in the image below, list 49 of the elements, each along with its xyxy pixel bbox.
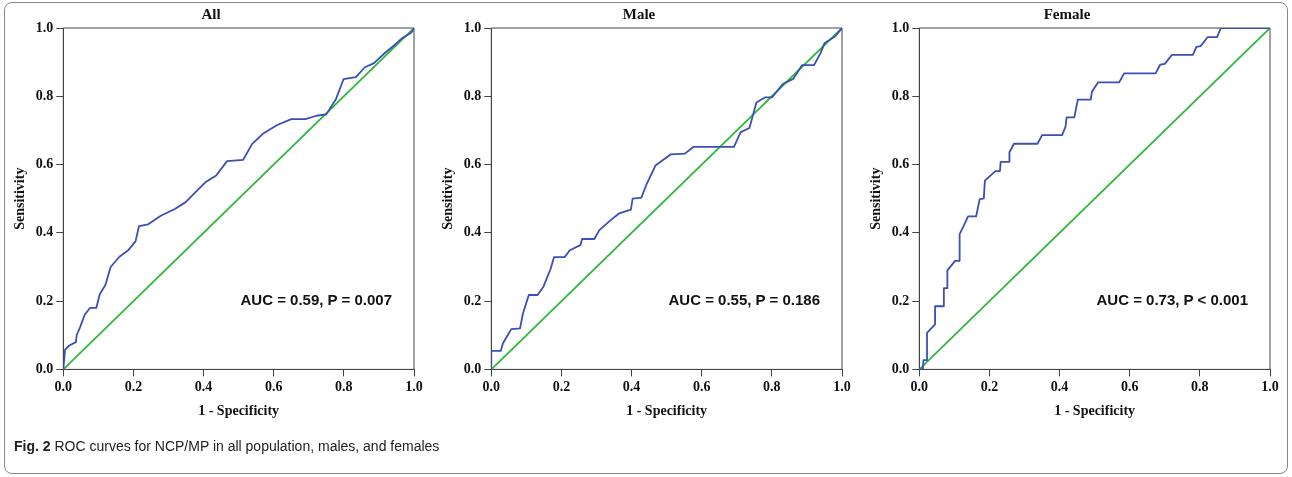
y-tick-label: 0.0 — [463, 361, 482, 377]
y-tick-label: 0.0 — [35, 361, 54, 377]
x-tick-label: 0.4 — [1050, 379, 1069, 395]
x-tick-label: 0.6 — [264, 379, 283, 395]
x-tick-label: 0.6 — [692, 379, 711, 395]
x-tick-label: 0.4 — [194, 379, 213, 395]
x-tick-label: 0.8 — [335, 379, 353, 395]
annotation: AUC = 0.55, P = 0.186 — [668, 291, 820, 309]
x-tick-label: 0.8 — [763, 379, 781, 395]
y-tick-label: 0.8 — [463, 87, 482, 103]
chart-title: All — [201, 5, 221, 22]
x-axis-title: 1 - Specificity — [626, 403, 708, 419]
y-tick-label: 0.4 — [891, 224, 910, 240]
x-tick-label: 0.0 — [910, 379, 929, 395]
x-tick-label: 0.8 — [1191, 379, 1209, 395]
y-tick-label: 0.8 — [891, 87, 910, 103]
y-tick-label: 0.8 — [35, 87, 54, 103]
y-tick-label: 1.0 — [463, 19, 482, 35]
y-tick-label: 0.2 — [463, 292, 482, 308]
x-tick-label: 0.2 — [980, 379, 999, 395]
x-tick-label: 0.2 — [124, 379, 143, 395]
y-tick-label: 0.2 — [891, 292, 910, 308]
x-axis-title: 1 - Specificity — [198, 403, 280, 419]
x-tick-label: 1.0 — [405, 379, 423, 395]
chart-title: Female — [1043, 5, 1091, 22]
x-tick-label: 1.0 — [833, 379, 851, 395]
x-tick-label: 0.2 — [552, 379, 571, 395]
y-tick-label: 0.0 — [891, 361, 910, 377]
chart-title: Male — [622, 5, 656, 22]
y-tick-label: 0.4 — [35, 224, 54, 240]
y-axis-title: Sensitivity — [12, 167, 28, 230]
y-axis-title: Sensitivity — [440, 167, 456, 230]
y-tick-label: 1.0 — [891, 19, 910, 35]
x-tick-label: 1.0 — [1261, 379, 1279, 395]
y-axis-title: Sensitivity — [868, 167, 884, 230]
caption: Fig. 2 ROC curves for NCP/MP in all population, males, and females — [14, 438, 440, 454]
annotation: AUC = 0.73, P < 0.001 — [1096, 291, 1248, 309]
x-axis-title: 1 - Specificity — [1054, 403, 1136, 419]
y-tick-label: 1.0 — [35, 19, 54, 35]
annotation: AUC = 0.59, P = 0.007 — [240, 291, 392, 309]
x-tick-label: 0.0 — [482, 379, 501, 395]
y-tick-label: 0.4 — [463, 224, 482, 240]
x-tick-label: 0.4 — [622, 379, 641, 395]
y-tick-label: 0.6 — [35, 156, 54, 172]
x-tick-label: 0.0 — [54, 379, 73, 395]
y-tick-label: 0.6 — [891, 156, 910, 172]
y-tick-label: 0.2 — [35, 292, 54, 308]
y-tick-label: 0.6 — [463, 156, 482, 172]
x-tick-label: 0.6 — [1120, 379, 1139, 395]
